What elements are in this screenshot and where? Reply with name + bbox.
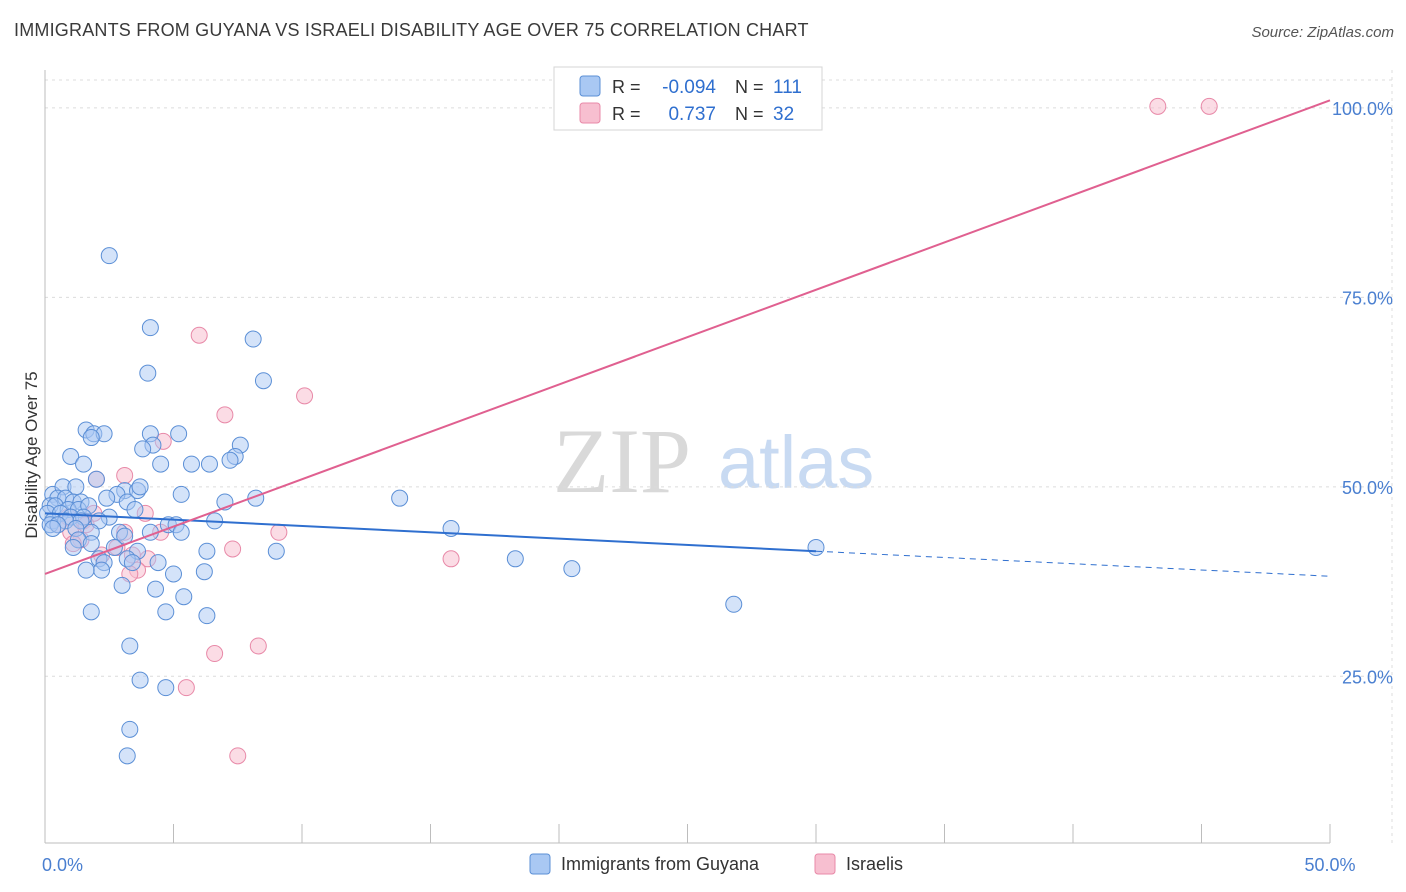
legend-r-value-1: -0.094 bbox=[662, 77, 716, 98]
legend-r-label-2: R = bbox=[612, 104, 641, 124]
y-tick-label: 25.0% bbox=[1342, 667, 1393, 687]
legend-r-label-1: R = bbox=[612, 77, 641, 97]
axes bbox=[44, 70, 1331, 844]
israelis-point bbox=[1149, 97, 1167, 115]
guyana-point bbox=[126, 501, 144, 519]
guyana-point bbox=[157, 603, 175, 621]
guyana-point bbox=[200, 455, 218, 473]
series-legend-pink-swatch bbox=[814, 853, 836, 875]
chart-title: IMMIGRANTS FROM GUYANA VS ISRAELI DISABI… bbox=[14, 20, 809, 40]
guyana-point bbox=[157, 679, 175, 697]
guyana-point bbox=[725, 595, 743, 613]
legend-n-value-1: 111 bbox=[773, 77, 802, 98]
israelis-point bbox=[177, 679, 195, 697]
israelis-point bbox=[216, 406, 234, 424]
legend-n-label-1: N = bbox=[735, 77, 764, 97]
guyana-point bbox=[44, 519, 62, 537]
grid-lines bbox=[45, 70, 1393, 843]
guyana-point bbox=[131, 671, 149, 689]
guyana-point bbox=[195, 563, 213, 581]
x-tick-label: 50.0% bbox=[1304, 855, 1355, 875]
israelis-point bbox=[206, 645, 224, 663]
guyana-point bbox=[100, 247, 118, 265]
israelis-point bbox=[296, 387, 314, 405]
y-tick-label: 50.0% bbox=[1342, 478, 1393, 498]
guyana-point bbox=[149, 554, 167, 572]
watermark-zip: ZIP bbox=[553, 410, 691, 512]
guyana-point bbox=[139, 364, 157, 382]
tick-labels: 25.0% 50.0% 75.0% 100.0% 0.0% 50.0% bbox=[42, 99, 1393, 875]
guyana-point bbox=[198, 542, 216, 560]
israelis-point bbox=[116, 466, 134, 484]
guyana-point bbox=[93, 561, 111, 579]
guyana-trend-extension bbox=[815, 550, 1331, 577]
israelis-trend-line bbox=[44, 99, 1331, 575]
guyana-point bbox=[198, 607, 216, 625]
guyana-points bbox=[39, 247, 825, 765]
israelis-point bbox=[270, 523, 288, 541]
guyana-trend-line bbox=[44, 512, 817, 553]
guyana-point bbox=[64, 538, 82, 556]
israelis-point bbox=[190, 326, 208, 344]
guyana-point bbox=[506, 550, 524, 568]
guyana-point bbox=[82, 535, 100, 553]
watermark: ZIP atlas bbox=[553, 410, 874, 512]
guyana-point bbox=[82, 603, 100, 621]
guyana-point bbox=[98, 489, 116, 507]
guyana-point bbox=[134, 440, 152, 458]
guyana-point bbox=[563, 560, 581, 578]
guyana-point bbox=[182, 455, 200, 473]
guyana-point bbox=[221, 451, 239, 469]
guyana-point bbox=[75, 455, 93, 473]
guyana-point bbox=[87, 470, 105, 488]
watermark-atlas: atlas bbox=[718, 421, 874, 504]
series-legend-blue-swatch bbox=[529, 853, 551, 875]
guyana-point bbox=[152, 455, 170, 473]
legend-pink-swatch bbox=[579, 102, 601, 124]
guyana-point bbox=[254, 372, 272, 390]
x-tick-label: 0.0% bbox=[42, 855, 83, 875]
guyana-point bbox=[141, 319, 159, 337]
guyana-point bbox=[121, 720, 139, 738]
legend-r-value-2: 0.737 bbox=[668, 104, 716, 125]
guyana-point bbox=[267, 542, 285, 560]
israelis-point bbox=[229, 747, 247, 765]
guyana-point bbox=[121, 637, 139, 655]
correlation-legend: R = -0.094 N = 111 R = 0.737 N = 32 bbox=[553, 66, 823, 131]
legend-blue-swatch bbox=[579, 75, 601, 97]
y-tick-label: 75.0% bbox=[1342, 288, 1393, 308]
israelis-point bbox=[442, 550, 460, 568]
guyana-point bbox=[77, 561, 95, 579]
guyana-point bbox=[123, 554, 141, 572]
series-legend-blue-label: Immigrants from Guyana bbox=[561, 854, 760, 874]
israelis-point bbox=[249, 637, 267, 655]
guyana-point bbox=[147, 580, 165, 598]
guyana-point bbox=[165, 565, 182, 583]
trend-lines bbox=[44, 99, 1331, 577]
guyana-point bbox=[131, 478, 149, 496]
guyana-point bbox=[244, 330, 262, 348]
guyana-point bbox=[113, 576, 131, 594]
guyana-point bbox=[82, 429, 100, 447]
guyana-point bbox=[175, 588, 193, 606]
source-credit: Source: ZipAtlas.com bbox=[1251, 24, 1394, 41]
guyana-point bbox=[172, 485, 190, 503]
israelis-point bbox=[224, 540, 242, 558]
legend-n-value-2: 32 bbox=[773, 104, 794, 125]
y-tick-label: 100.0% bbox=[1332, 99, 1393, 119]
series-legend-pink-label: Israelis bbox=[846, 854, 903, 874]
guyana-point bbox=[118, 747, 136, 765]
guyana-point bbox=[391, 489, 409, 507]
israelis-point bbox=[1200, 97, 1218, 115]
guyana-point bbox=[807, 538, 825, 556]
guyana-point bbox=[62, 448, 80, 465]
legend-n-label-2: N = bbox=[735, 104, 764, 124]
guyana-point bbox=[170, 425, 188, 443]
series-legend: Immigrants from Guyana Israelis bbox=[529, 853, 903, 875]
